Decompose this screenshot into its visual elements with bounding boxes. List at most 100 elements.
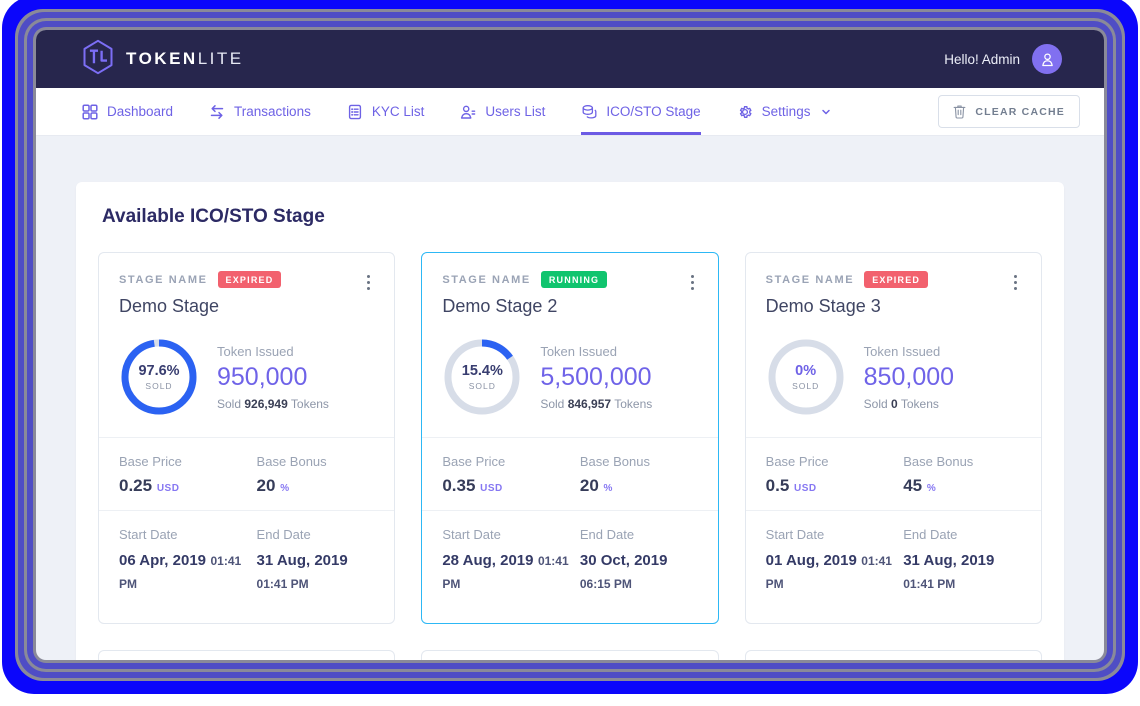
status-badge: EXPIRED xyxy=(864,271,929,288)
nav-item-users-list[interactable]: Users List xyxy=(460,88,545,135)
percent-unit: % xyxy=(926,483,937,494)
sold-donut: 15.4% SOLD xyxy=(442,337,522,417)
base-bonus-value: 20 % xyxy=(256,476,290,495)
nav-label: ICO/STO Stage xyxy=(606,104,701,119)
token-issued-label: Token Issued xyxy=(863,343,941,359)
avatar[interactable] xyxy=(1032,44,1062,74)
base-bonus-block: Base Bonus 20 % xyxy=(257,454,375,496)
token-issued-value: 850,000 xyxy=(863,362,955,391)
status-badge: RUNNING xyxy=(540,271,608,288)
stage-card: STAGE NAME EXPIRED Demo Stage xyxy=(98,252,396,624)
base-bonus-value: 20 % xyxy=(579,476,613,495)
nav-item-transactions[interactable]: Transactions xyxy=(209,88,311,135)
start-date-value: 28 Aug, 2019 01:41 PM xyxy=(442,552,569,592)
base-bonus-label: Base Bonus xyxy=(256,454,327,469)
start-date-value: 01 Aug, 2019 01:41 PM xyxy=(765,552,892,592)
nav-label: KYC List xyxy=(371,104,425,119)
stage-title: Demo Stage xyxy=(119,296,220,316)
usd-unit: USD xyxy=(480,483,503,494)
end-date-label: End Date xyxy=(903,527,958,542)
base-price-block: Base Price 0.35 USD xyxy=(442,454,572,496)
base-price-value: 0.35 USD xyxy=(442,476,503,495)
end-date-block: End Date 30 Oct, 2019 06:15 PM xyxy=(580,527,698,609)
page-title: Available ICO/STO Stage xyxy=(102,206,325,227)
nav-label: Transactions xyxy=(234,104,311,119)
start-date-block: Start Date 01 Aug, 2019 01:41 PM xyxy=(766,527,896,609)
stage-card: STAGE NAME EXPIRED Demo Stage 3 xyxy=(744,252,1042,624)
nav-item-kyc-list[interactable]: KYC List xyxy=(347,88,425,135)
end-date-block: End Date 31 Aug, 2019 01:41 PM xyxy=(903,527,1021,609)
clear-cache-button[interactable]: CLEAR CACHE xyxy=(938,95,1080,128)
nav-item-ico-sto-stage[interactable]: ICO/STO Stage xyxy=(581,88,701,135)
percent-unit: % xyxy=(280,483,290,494)
chevron-down-icon xyxy=(822,109,831,114)
sold-caption: SOLD xyxy=(145,381,173,391)
start-date-label: Start Date xyxy=(765,527,825,542)
stage-card-partial xyxy=(744,650,1042,660)
stage-card: STAGE NAME RUNNING Demo Stage 2 xyxy=(421,252,719,624)
transactions-icon xyxy=(210,104,224,119)
sold-line: Sold 846,957 Tokens xyxy=(540,396,653,411)
nav-label: Users List xyxy=(485,104,546,119)
token-issued-value: 950,000 xyxy=(217,362,308,391)
token-issued-label: Token Issued xyxy=(217,343,294,359)
stage-name-label: STAGE NAME xyxy=(765,273,855,286)
sold-count: 846,957 xyxy=(567,396,612,411)
user-icon xyxy=(1041,52,1053,66)
base-price-value: 0.5 USD xyxy=(765,476,817,495)
sold-caption: SOLD xyxy=(468,381,496,391)
sold-line: Sold 926,949 Tokens xyxy=(217,396,329,411)
nav-items: Dashboard Transactions KYC List xyxy=(82,88,938,135)
base-bonus-block: Base Bonus 20 % xyxy=(580,454,698,496)
sold-count: 0 xyxy=(891,396,898,411)
topbar: TOKENLITE Hello! Admin xyxy=(36,30,1104,88)
sold-line: Sold 0 Tokens xyxy=(863,396,939,411)
sold-count: 926,949 xyxy=(244,396,288,411)
stage-cards-row-partial xyxy=(98,650,1042,660)
base-price-label: Base Price xyxy=(442,454,506,469)
token-issued-value: 5,500,000 xyxy=(540,362,652,391)
start-date-label: Start Date xyxy=(442,527,501,542)
kebab-menu-icon[interactable] xyxy=(1008,271,1023,294)
trash-icon xyxy=(953,105,966,119)
base-price-label: Base Price xyxy=(119,454,182,469)
brand-token: TOKEN xyxy=(126,49,198,68)
base-price-value: 0.25 USD xyxy=(119,476,180,495)
sold-donut: 97.6% SOLD xyxy=(119,337,199,417)
base-bonus-label: Base Bonus xyxy=(903,454,974,469)
sold-caption: SOLD xyxy=(792,381,820,391)
stage-title: Demo Stage 2 xyxy=(442,296,558,316)
start-date-value: 06 Apr, 2019 01:41 PM xyxy=(119,552,242,592)
greeting-text: Hello! Admin xyxy=(944,51,1020,67)
sold-donut: 0% SOLD xyxy=(766,337,846,417)
base-bonus-label: Base Bonus xyxy=(579,454,650,469)
start-date-block: Start Date 06 Apr, 2019 01:41 PM xyxy=(119,527,249,609)
sold-percent: 15.4% xyxy=(461,363,503,379)
tokenlite-logo-icon xyxy=(80,39,116,80)
percent-unit: % xyxy=(603,483,613,494)
status-badge: EXPIRED xyxy=(217,271,282,288)
user-area: Hello! Admin xyxy=(944,44,1062,74)
end-date-value: 31 Aug, 2019 01:41 PM xyxy=(256,552,348,592)
kebab-menu-icon[interactable] xyxy=(685,271,700,294)
usd-unit: USD xyxy=(156,483,180,494)
dashboard-icon xyxy=(82,103,98,120)
end-date-value: 30 Oct, 2019 06:15 PM xyxy=(579,552,668,592)
stage-title: Demo Stage 3 xyxy=(765,296,881,316)
users-list-icon xyxy=(461,105,476,119)
brand-name: TOKENLITE xyxy=(126,49,244,69)
kebab-menu-icon[interactable] xyxy=(361,271,376,294)
nav-item-settings[interactable]: Settings xyxy=(737,88,832,135)
end-date-block: End Date 31 Aug, 2019 01:41 PM xyxy=(257,527,375,609)
nav-label: Dashboard xyxy=(107,104,174,119)
nav-item-dashboard[interactable]: Dashboard xyxy=(82,88,173,135)
sold-percent: 0% xyxy=(795,363,817,379)
end-date-label: End Date xyxy=(256,527,311,542)
token-issued-label: Token Issued xyxy=(540,343,617,359)
stage-name-label: STAGE NAME xyxy=(119,273,208,286)
start-date-label: Start Date xyxy=(119,527,178,542)
stage-card-partial xyxy=(421,650,719,660)
stage-name-label: STAGE NAME xyxy=(442,273,531,286)
navbar: Dashboard Transactions KYC List xyxy=(36,88,1104,136)
base-bonus-value: 45 % xyxy=(903,476,937,495)
